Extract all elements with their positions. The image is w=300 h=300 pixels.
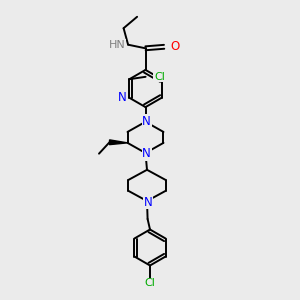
Text: O: O [170,40,179,53]
Text: N: N [144,196,153,209]
Text: N: N [142,147,151,161]
Polygon shape [110,140,128,145]
Text: Cl: Cl [145,278,155,289]
Text: HN: HN [109,40,126,50]
Text: N: N [142,115,151,128]
Text: Cl: Cl [154,72,165,82]
Text: N: N [118,91,127,104]
